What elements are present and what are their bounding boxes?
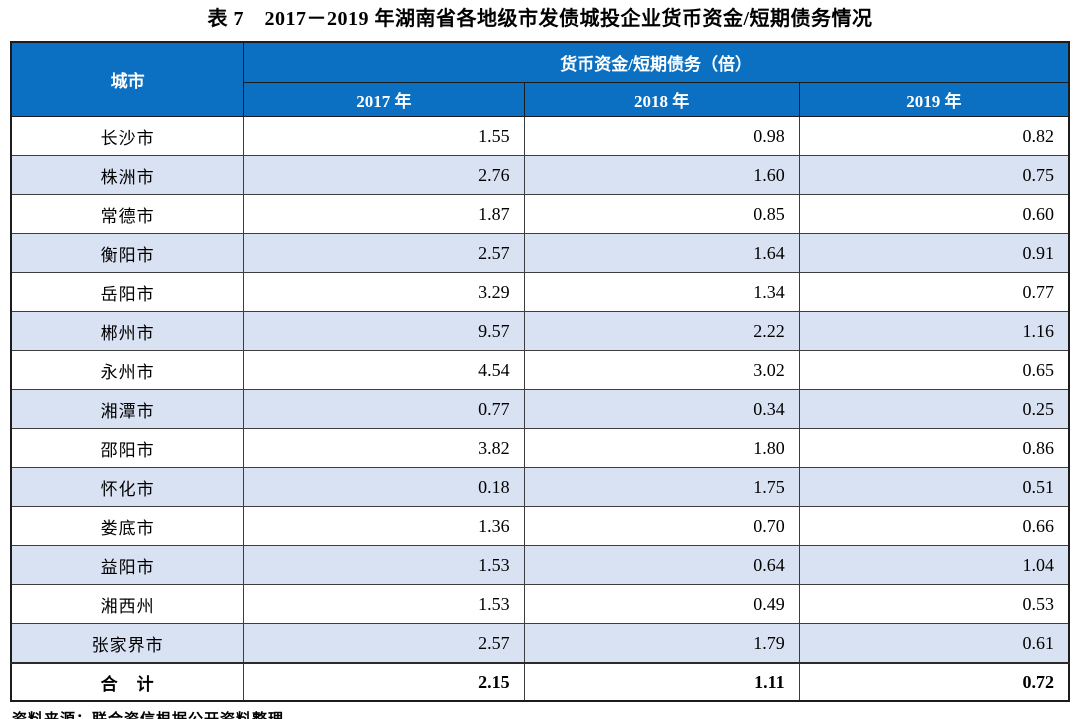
total-value-2019: 0.72	[798, 662, 1070, 702]
table-row: 永州市 4.54 3.02 0.65	[10, 350, 1070, 390]
table-row: 岳阳市 3.29 1.34 0.77	[10, 272, 1070, 312]
value-2019: 0.51	[798, 467, 1070, 507]
value-2017: 1.53	[243, 545, 525, 585]
table-row: 湘西州 1.53 0.49 0.53	[10, 584, 1070, 624]
table-row: 娄底市 1.36 0.70 0.66	[10, 506, 1070, 546]
city-name: 常德市	[10, 194, 245, 234]
total-value-2017: 2.15	[243, 662, 525, 702]
value-2017: 2.76	[243, 155, 525, 195]
city-name: 湘西州	[10, 584, 245, 624]
table-row: 常德市 1.87 0.85 0.60	[10, 194, 1070, 234]
value-2019: 1.16	[798, 311, 1070, 351]
column-header-city: 城市	[10, 41, 245, 117]
total-label: 合 计	[10, 662, 245, 702]
value-2017: 1.55	[243, 116, 525, 156]
value-2017: 1.87	[243, 194, 525, 234]
value-2019: 0.86	[798, 428, 1070, 468]
value-2017: 2.57	[243, 623, 525, 664]
value-2017: 9.57	[243, 311, 525, 351]
column-header-2019: 2019 年	[798, 82, 1070, 117]
value-2019: 0.77	[798, 272, 1070, 312]
value-2019: 0.91	[798, 233, 1070, 273]
table-row: 湘潭市 0.77 0.34 0.25	[10, 389, 1070, 429]
value-2017: 2.57	[243, 233, 525, 273]
value-2018: 1.34	[523, 272, 800, 312]
value-2019: 0.66	[798, 506, 1070, 546]
city-name: 郴州市	[10, 311, 245, 351]
city-name: 怀化市	[10, 467, 245, 507]
city-name: 益阳市	[10, 545, 245, 585]
value-2018: 1.64	[523, 233, 800, 273]
city-name: 衡阳市	[10, 233, 245, 273]
value-2019: 0.25	[798, 389, 1070, 429]
city-name: 娄底市	[10, 506, 245, 546]
value-2018: 1.75	[523, 467, 800, 507]
header-row-group: 城市 货币资金/短期债务（倍）	[10, 41, 1070, 117]
value-2018: 0.49	[523, 584, 800, 624]
city-name: 湘潭市	[10, 389, 245, 429]
city-name: 永州市	[10, 350, 245, 390]
value-2018: 1.60	[523, 155, 800, 195]
value-2018: 3.02	[523, 350, 800, 390]
value-2018: 1.80	[523, 428, 800, 468]
city-name: 张家界市	[10, 623, 245, 664]
table-row: 益阳市 1.53 0.64 1.04	[10, 545, 1070, 585]
value-2019: 0.61	[798, 623, 1070, 664]
table-row: 邵阳市 3.82 1.80 0.86	[10, 428, 1070, 468]
value-2019: 1.04	[798, 545, 1070, 585]
value-2017: 0.77	[243, 389, 525, 429]
table-row: 张家界市 2.57 1.79 0.61	[10, 623, 1070, 664]
city-debt-table: 城市 货币资金/短期债务（倍） 2017 年 2018 年 2019 年 长沙市…	[10, 41, 1070, 702]
table-row: 株洲市 2.76 1.60 0.75	[10, 155, 1070, 195]
column-header-group: 货币资金/短期债务（倍）	[243, 41, 1070, 83]
value-2017: 4.54	[243, 350, 525, 390]
value-2019: 0.60	[798, 194, 1070, 234]
value-2017: 3.82	[243, 428, 525, 468]
value-2017: 1.53	[243, 584, 525, 624]
column-header-2018: 2018 年	[523, 82, 800, 117]
value-2017: 3.29	[243, 272, 525, 312]
value-2018: 0.85	[523, 194, 800, 234]
table-row: 怀化市 0.18 1.75 0.51	[10, 467, 1070, 507]
value-2019: 0.75	[798, 155, 1070, 195]
city-name: 岳阳市	[10, 272, 245, 312]
value-2017: 0.18	[243, 467, 525, 507]
value-2018: 0.70	[523, 506, 800, 546]
value-2018: 2.22	[523, 311, 800, 351]
header-row-years: 2017 年 2018 年 2019 年	[11, 82, 1070, 117]
value-2018: 0.64	[523, 545, 800, 585]
city-name: 邵阳市	[10, 428, 245, 468]
table-row: 长沙市 1.55 0.98 0.82	[10, 116, 1070, 156]
table-title: 表 7 2017－2019 年湖南省各地级市发债城投企业货币资金/短期债务情况	[207, 8, 873, 30]
value-2018: 0.98	[523, 116, 800, 156]
table-total-row: 合 计 2.15 1.11 0.72	[10, 662, 1070, 702]
table-body: 长沙市 1.55 0.98 0.82 株洲市 2.76 1.60 0.75 常德…	[10, 116, 1070, 702]
value-2018: 0.34	[523, 389, 800, 429]
value-2019: 0.53	[798, 584, 1070, 624]
value-2019: 0.65	[798, 350, 1070, 390]
city-name: 长沙市	[10, 116, 245, 156]
value-2019: 0.82	[798, 116, 1070, 156]
table-row: 衡阳市 2.57 1.64 0.91	[10, 233, 1070, 273]
source-note: 资料来源：联合资信根据公开资料整理	[12, 710, 285, 719]
column-header-2017: 2017 年	[243, 82, 525, 117]
total-value-2018: 1.11	[523, 662, 800, 702]
table-row: 郴州市 9.57 2.22 1.16	[10, 311, 1070, 351]
city-name: 株洲市	[10, 155, 245, 195]
value-2018: 1.79	[523, 623, 800, 664]
table-header: 城市 货币资金/短期债务（倍） 2017 年 2018 年 2019 年	[10, 41, 1070, 117]
value-2017: 1.36	[243, 506, 525, 546]
